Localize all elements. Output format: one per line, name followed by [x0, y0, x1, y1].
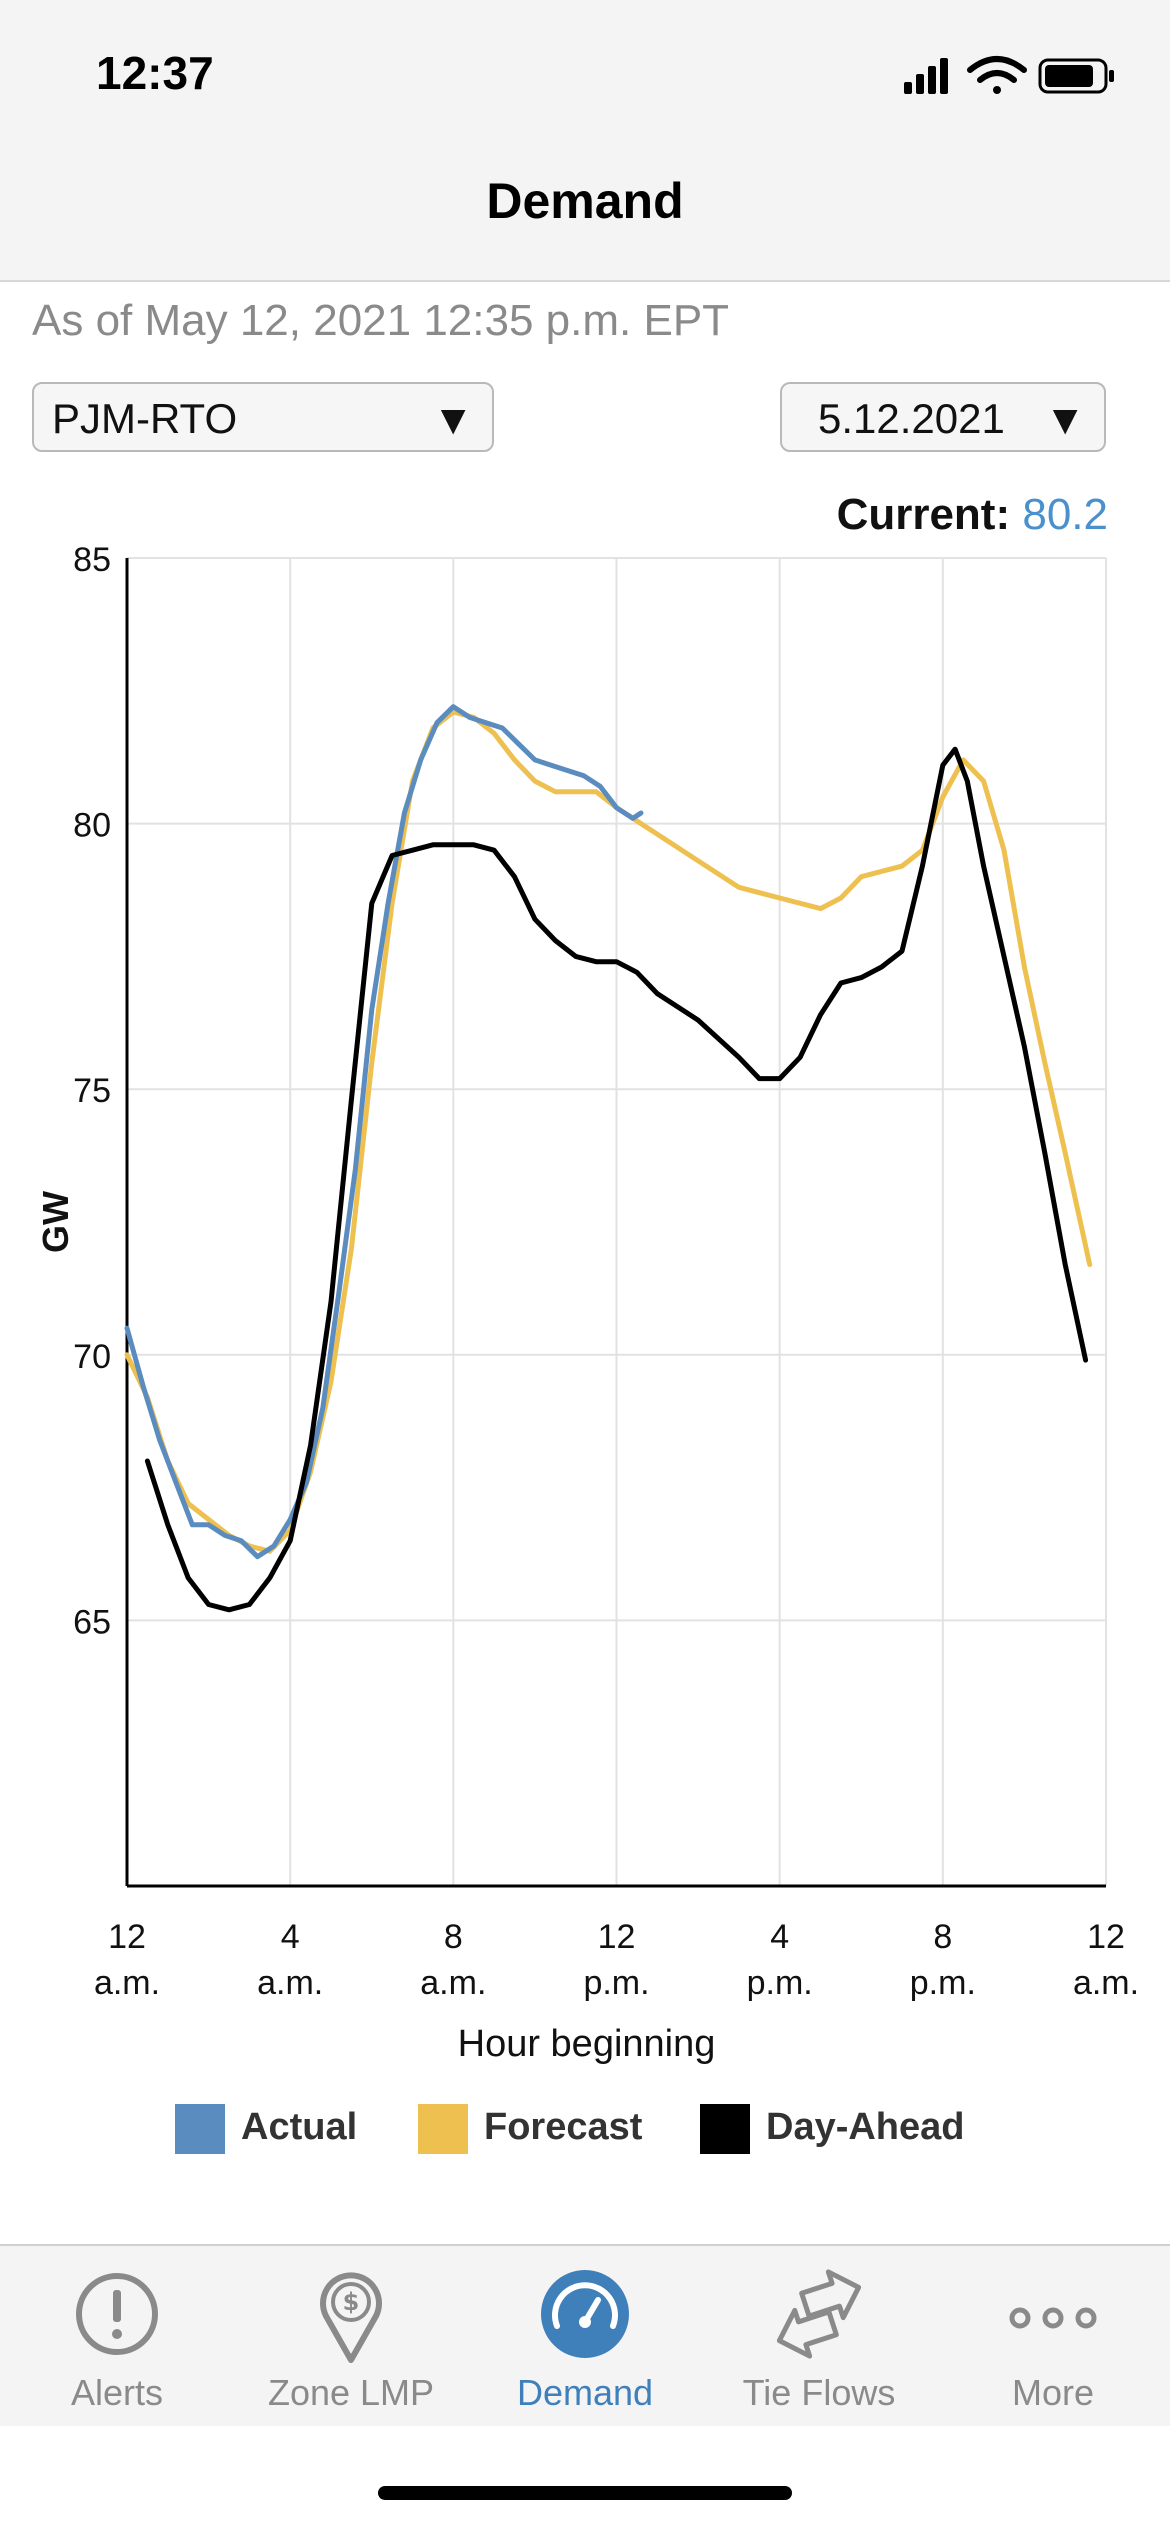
tab-zone-lmp[interactable]: $ Zone LMP	[234, 2246, 468, 2426]
status-time: 12:37	[96, 47, 214, 99]
y-axis-label: GW	[35, 1191, 76, 1253]
legend-label-forecast: Forecast	[484, 2106, 643, 2148]
tab-label: Alerts	[70, 2372, 164, 2413]
x-tick-label: p.m.	[747, 1964, 813, 2002]
legend-swatch-day-ahead	[700, 2104, 750, 2154]
series-line-actual	[124, 704, 644, 1560]
tie-flows-icon	[776, 2269, 862, 2359]
tab-alerts[interactable]: Alerts	[0, 2246, 234, 2426]
legend-label-actual: Actual	[241, 2106, 358, 2148]
series-line-day-ahead	[144, 746, 1089, 1613]
y-tick-label: 85	[73, 541, 111, 579]
x-tick-label: 12	[108, 1918, 146, 1956]
wifi-icon	[967, 56, 1027, 94]
x-tick-label: a.m.	[1073, 1964, 1139, 2002]
tab-label: Zone LMP	[267, 2372, 435, 2413]
x-tick-label: a.m.	[94, 1964, 160, 2002]
x-tick-label: a.m.	[420, 1964, 486, 2002]
x-tick-label: 4	[770, 1918, 789, 1956]
current-demand: Current: 80.2	[837, 490, 1108, 540]
x-tick-label: p.m.	[910, 1964, 976, 2002]
x-axis-label: Hour beginning	[458, 2023, 716, 2065]
x-tick-label: a.m.	[257, 1964, 323, 2002]
x-tick-label: p.m.	[583, 1964, 649, 2002]
status-icons	[904, 56, 1114, 94]
x-tick-label: 8	[933, 1918, 952, 1956]
current-label: Current:	[836, 490, 1011, 539]
more-icon	[1009, 2307, 1097, 2329]
y-tick-label: 80	[73, 807, 111, 845]
alert-icon	[76, 2273, 158, 2355]
region-select-value: PJM-RTO	[52, 395, 238, 442]
tab-label: More	[1011, 2372, 1095, 2413]
tab-bar: Alerts $ Zone LMP Demand Tie Flows Mo	[0, 2244, 1170, 2426]
y-tick-label: 65	[73, 1603, 111, 1641]
svg-text:$: $	[343, 2288, 360, 2316]
demand-gauge-icon	[541, 2270, 629, 2358]
legend-label-day-ahead: Day-Ahead	[766, 2106, 965, 2148]
x-tick-label: 8	[444, 1918, 463, 1956]
x-tick-label: 4	[281, 1918, 300, 1956]
dropdown-arrow-icon: ▼	[432, 396, 474, 443]
dropdown-arrow-icon: ▼	[1044, 396, 1086, 443]
date-select-value: 5.12.2021	[818, 395, 1005, 442]
y-tick-label: 75	[73, 1072, 111, 1110]
home-indicator	[378, 2486, 792, 2500]
legend-swatch-forecast	[418, 2104, 468, 2154]
tab-label: Demand	[516, 2372, 654, 2413]
x-tick-label: 12	[1087, 1918, 1125, 1956]
legend-swatch-actual	[175, 2104, 225, 2154]
demand-chart: 65 70 75 80 85 12 a.m. 4 a.m. 8 a.m. 12 p.m. 4 p.m. 8 p.…	[35, 541, 1139, 2065]
tab-tie-flows[interactable]: Tie Flows	[702, 2246, 936, 2426]
series-line-forecast	[124, 709, 1093, 1554]
y-tick-label: 70	[73, 1338, 111, 1376]
nav-bar: Demand	[0, 140, 1170, 282]
date-select[interactable]: 5.12.2021 ▼	[780, 382, 1106, 452]
chart-legend: Actual Forecast Day-Ahead	[0, 2100, 1170, 2160]
tab-demand[interactable]: Demand	[468, 2246, 702, 2426]
as-of-timestamp: As of May 12, 2021 12:35 p.m. EPT	[32, 296, 730, 345]
x-tick-label: 12	[598, 1918, 636, 1956]
page-title: Demand	[486, 173, 684, 229]
current-value: 80.2	[1022, 490, 1108, 539]
zone-lmp-icon: $	[320, 2272, 382, 2363]
battery-icon	[1038, 58, 1114, 94]
tab-label: Tie Flows	[742, 2372, 896, 2413]
signal-icon	[904, 58, 948, 94]
status-bar: 12:37	[0, 0, 1170, 140]
tab-more[interactable]: More	[936, 2246, 1170, 2426]
region-select[interactable]: PJM-RTO ▼	[32, 382, 494, 452]
